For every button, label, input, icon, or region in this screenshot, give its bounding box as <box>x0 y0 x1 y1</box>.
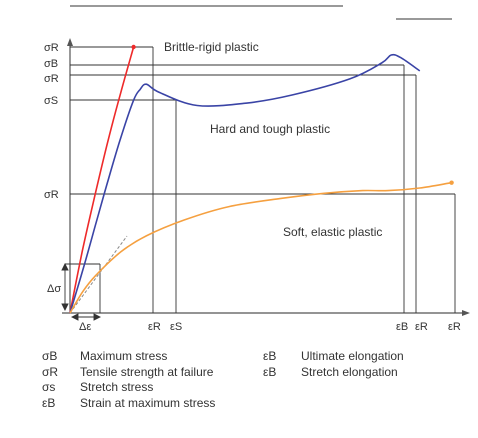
legend-symbol: σR <box>42 364 59 379</box>
x-tick-eps-b: εB <box>396 321 408 333</box>
legend-text: Stretch elongation <box>301 364 398 379</box>
end-point-brittle <box>131 44 136 50</box>
legend-entry: σR Tensile strength at failure <box>42 365 215 381</box>
y-tick-sigma-b: σB <box>44 58 58 70</box>
initial-slope-dashed <box>69 235 128 314</box>
y-tick-delta-sigma: Δσ <box>47 283 61 295</box>
y-tick-sigma-r-2: σR <box>44 73 59 85</box>
y-tick-sigma-s: σS <box>44 95 58 107</box>
legend-entry: σs Stretch stress <box>42 380 215 396</box>
legend-right: εB Ultimate elongation εB Stretch elongati… <box>263 349 404 380</box>
end-point-soft <box>449 180 454 185</box>
x-tick-eps-r2: εR <box>415 321 428 333</box>
legend-left: σB Maximum stress σR Tensile strength at f… <box>42 349 215 411</box>
x-tick-eps-r3: εR <box>448 321 461 333</box>
legend-entry: εB Ultimate elongation <box>263 349 404 365</box>
legend-text: Strain at maximum stress <box>80 395 216 410</box>
series-label-hard: Hard and tough plastic <box>210 122 330 136</box>
delta-markers <box>61 262 102 321</box>
legend-symbol: σB <box>42 349 58 363</box>
y-axis-arrow <box>67 38 73 46</box>
delta-sigma-arrow-top <box>61 262 69 271</box>
delta-eps-arrow-right <box>93 313 102 321</box>
series-label-soft: Soft, elastic plastic <box>283 225 382 239</box>
y-tick-sigma-r-low: σR <box>44 189 59 201</box>
legend-symbol: σs <box>42 380 56 394</box>
legend-text: Ultimate elongation <box>301 349 404 363</box>
x-tick-eps-r1: εR <box>148 321 161 333</box>
delta-sigma-arrow-bottom <box>61 303 69 312</box>
axes <box>62 38 470 316</box>
legend-entry: εB Strain at maximum stress <box>42 396 215 412</box>
legend-symbol: εB <box>42 395 56 410</box>
curve-hard-tough <box>69 53 421 314</box>
y-tick-sigma-r-top: σR <box>44 42 59 54</box>
x-axis-arrow <box>462 310 470 316</box>
legend-text: Tensile strength at failure <box>80 364 214 379</box>
delta-eps-arrow-left <box>70 313 79 321</box>
legend-entry: εB Stretch elongation <box>263 365 404 381</box>
x-tick-eps-s: εS <box>170 321 182 333</box>
legend-symbol: εB <box>263 349 277 363</box>
legend-entry: σB Maximum stress <box>42 349 215 365</box>
legend-text: Maximum stress <box>80 349 168 363</box>
legend-symbol: εB <box>263 364 277 379</box>
guide-lines <box>65 46 456 313</box>
curve-brittle-rigid <box>69 46 135 314</box>
curve-soft-elastic <box>69 181 452 314</box>
series-label-brittle: Brittle-rigid plastic <box>164 40 259 54</box>
x-tick-delta-eps: Δε <box>79 321 91 333</box>
legend-text: Stretch stress <box>80 380 154 394</box>
